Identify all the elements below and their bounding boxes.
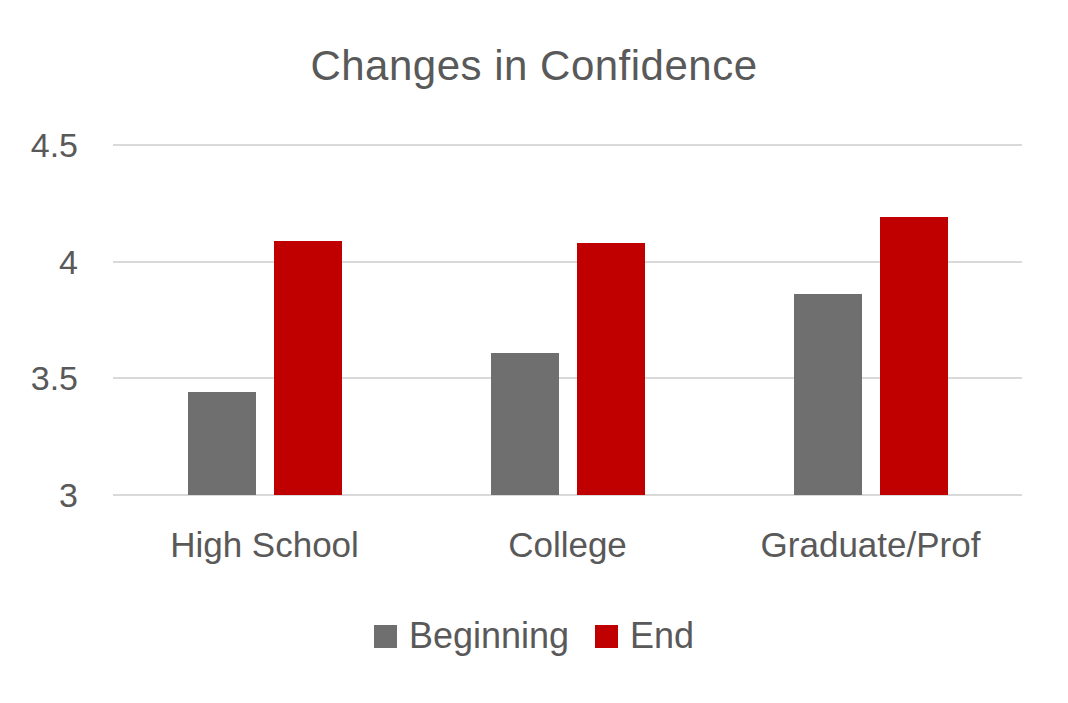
y-axis-tick-label: 3.5 <box>0 357 78 399</box>
legend-item-end: End <box>595 618 694 654</box>
y-axis-tick-label: 3 <box>0 474 78 516</box>
y-axis-tick-label: 4 <box>0 241 78 283</box>
y-axis-tick-label: 4.5 <box>0 124 78 166</box>
legend: Beginning End <box>0 612 1068 660</box>
bar-beginning-graduate-prof <box>794 294 862 495</box>
x-axis-category-label-high-school: High School <box>113 525 416 565</box>
plot-area: 3 3.5 4 4.5 High SchoolCollegeGraduate/Prof <box>0 0 1068 703</box>
bar-end-college <box>577 243 645 495</box>
bar-beginning-college <box>491 353 559 495</box>
bar-end-graduate-prof <box>880 217 948 495</box>
legend-label-beginning: Beginning <box>409 618 569 654</box>
x-axis-category-label-graduate-prof: Graduate/Prof <box>719 525 1022 565</box>
legend-swatch-beginning <box>374 625 397 648</box>
legend-label-end: End <box>630 618 694 654</box>
bar-beginning-high-school <box>188 392 256 495</box>
bar-end-high-school <box>274 241 342 495</box>
gridline-4.5 <box>113 144 1022 146</box>
legend-swatch-end <box>595 625 618 648</box>
legend-item-beginning: Beginning <box>374 618 569 654</box>
bar-chart: Changes in Confidence 33.544.5High Schoo… <box>0 0 1068 703</box>
x-axis-category-label-college: College <box>416 525 719 565</box>
